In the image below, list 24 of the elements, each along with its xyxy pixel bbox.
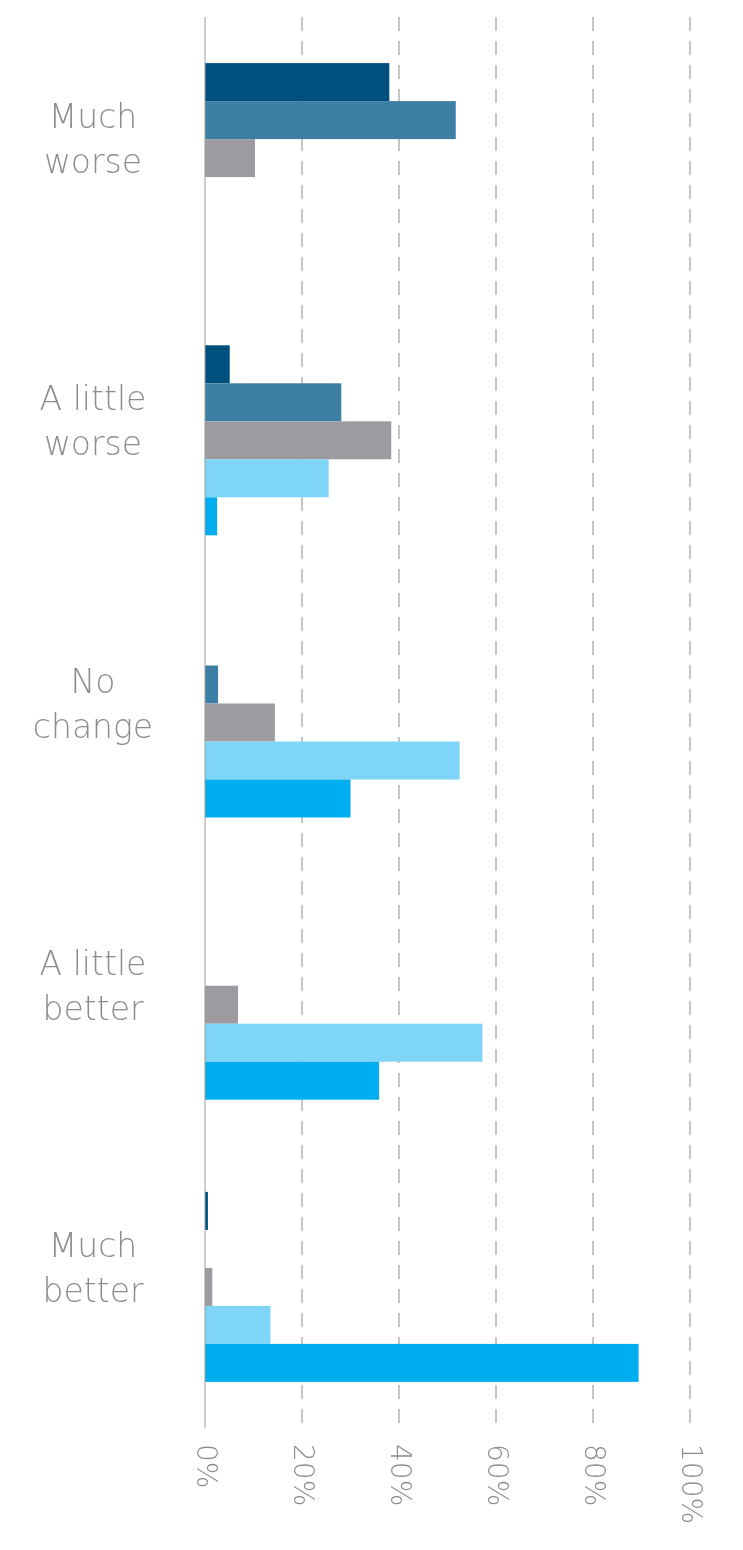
x-tick-label: 0% [190, 1444, 223, 1489]
y-tick-label: A little worse [39, 379, 147, 464]
y-tick-label: No change [32, 661, 154, 746]
bar [205, 779, 351, 818]
bar [205, 345, 230, 384]
bar [205, 459, 329, 498]
bar [205, 1305, 271, 1344]
bar [205, 497, 218, 536]
bar [205, 741, 460, 780]
y-tick-label: Much worse [43, 97, 143, 182]
bar [205, 1061, 380, 1100]
y-tick-label: A little better [39, 943, 147, 1028]
x-tick-label: 20% [287, 1444, 320, 1507]
x-tick-label: 40% [384, 1444, 417, 1507]
bar [205, 63, 390, 102]
bar [205, 665, 219, 704]
x-tick-label: 80% [578, 1444, 611, 1507]
bar [205, 1343, 639, 1382]
bar [205, 1023, 483, 1062]
bar [205, 101, 456, 140]
y-tick-label: Much better [42, 1225, 144, 1310]
x-tick-label: 60% [481, 1444, 514, 1507]
x-tick-label: 100% [675, 1444, 708, 1525]
bar [205, 383, 342, 422]
